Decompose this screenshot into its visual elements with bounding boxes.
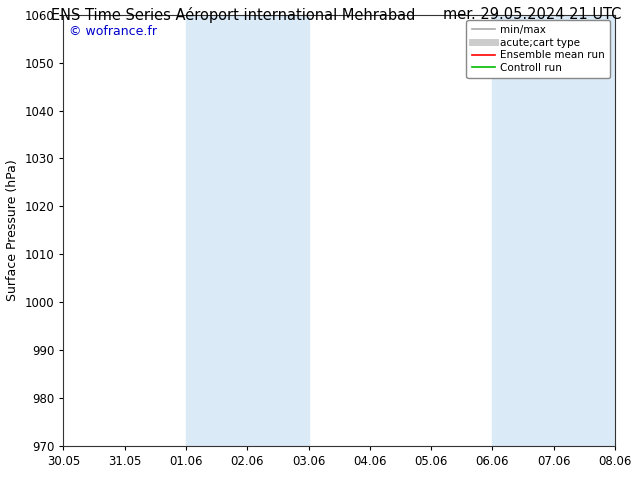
Text: mer. 29.05.2024 21 UTC: mer. 29.05.2024 21 UTC [443,7,621,23]
Text: ENS Time Series Aéroport international Mehrabad: ENS Time Series Aéroport international M… [51,7,415,24]
Bar [493,15,523,446]
Bar [523,15,615,446]
Text: © wofrance.fr: © wofrance.fr [69,25,157,39]
Bar [186,15,309,446]
Y-axis label: Surface Pressure (hPa): Surface Pressure (hPa) [6,159,19,301]
Legend: min/max, acute;cart type, Ensemble mean run, Controll run: min/max, acute;cart type, Ensemble mean … [467,20,610,78]
